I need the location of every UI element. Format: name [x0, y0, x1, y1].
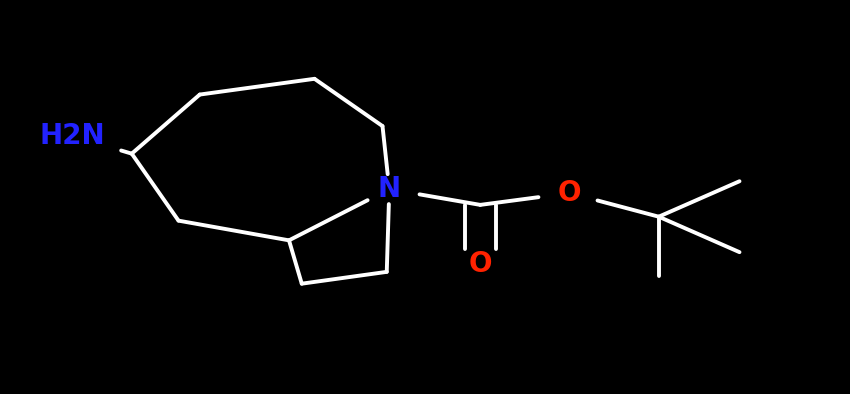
Text: H2N: H2N: [39, 122, 105, 150]
Text: N: N: [377, 175, 401, 203]
Text: O: O: [468, 250, 492, 278]
Text: O: O: [558, 179, 581, 207]
